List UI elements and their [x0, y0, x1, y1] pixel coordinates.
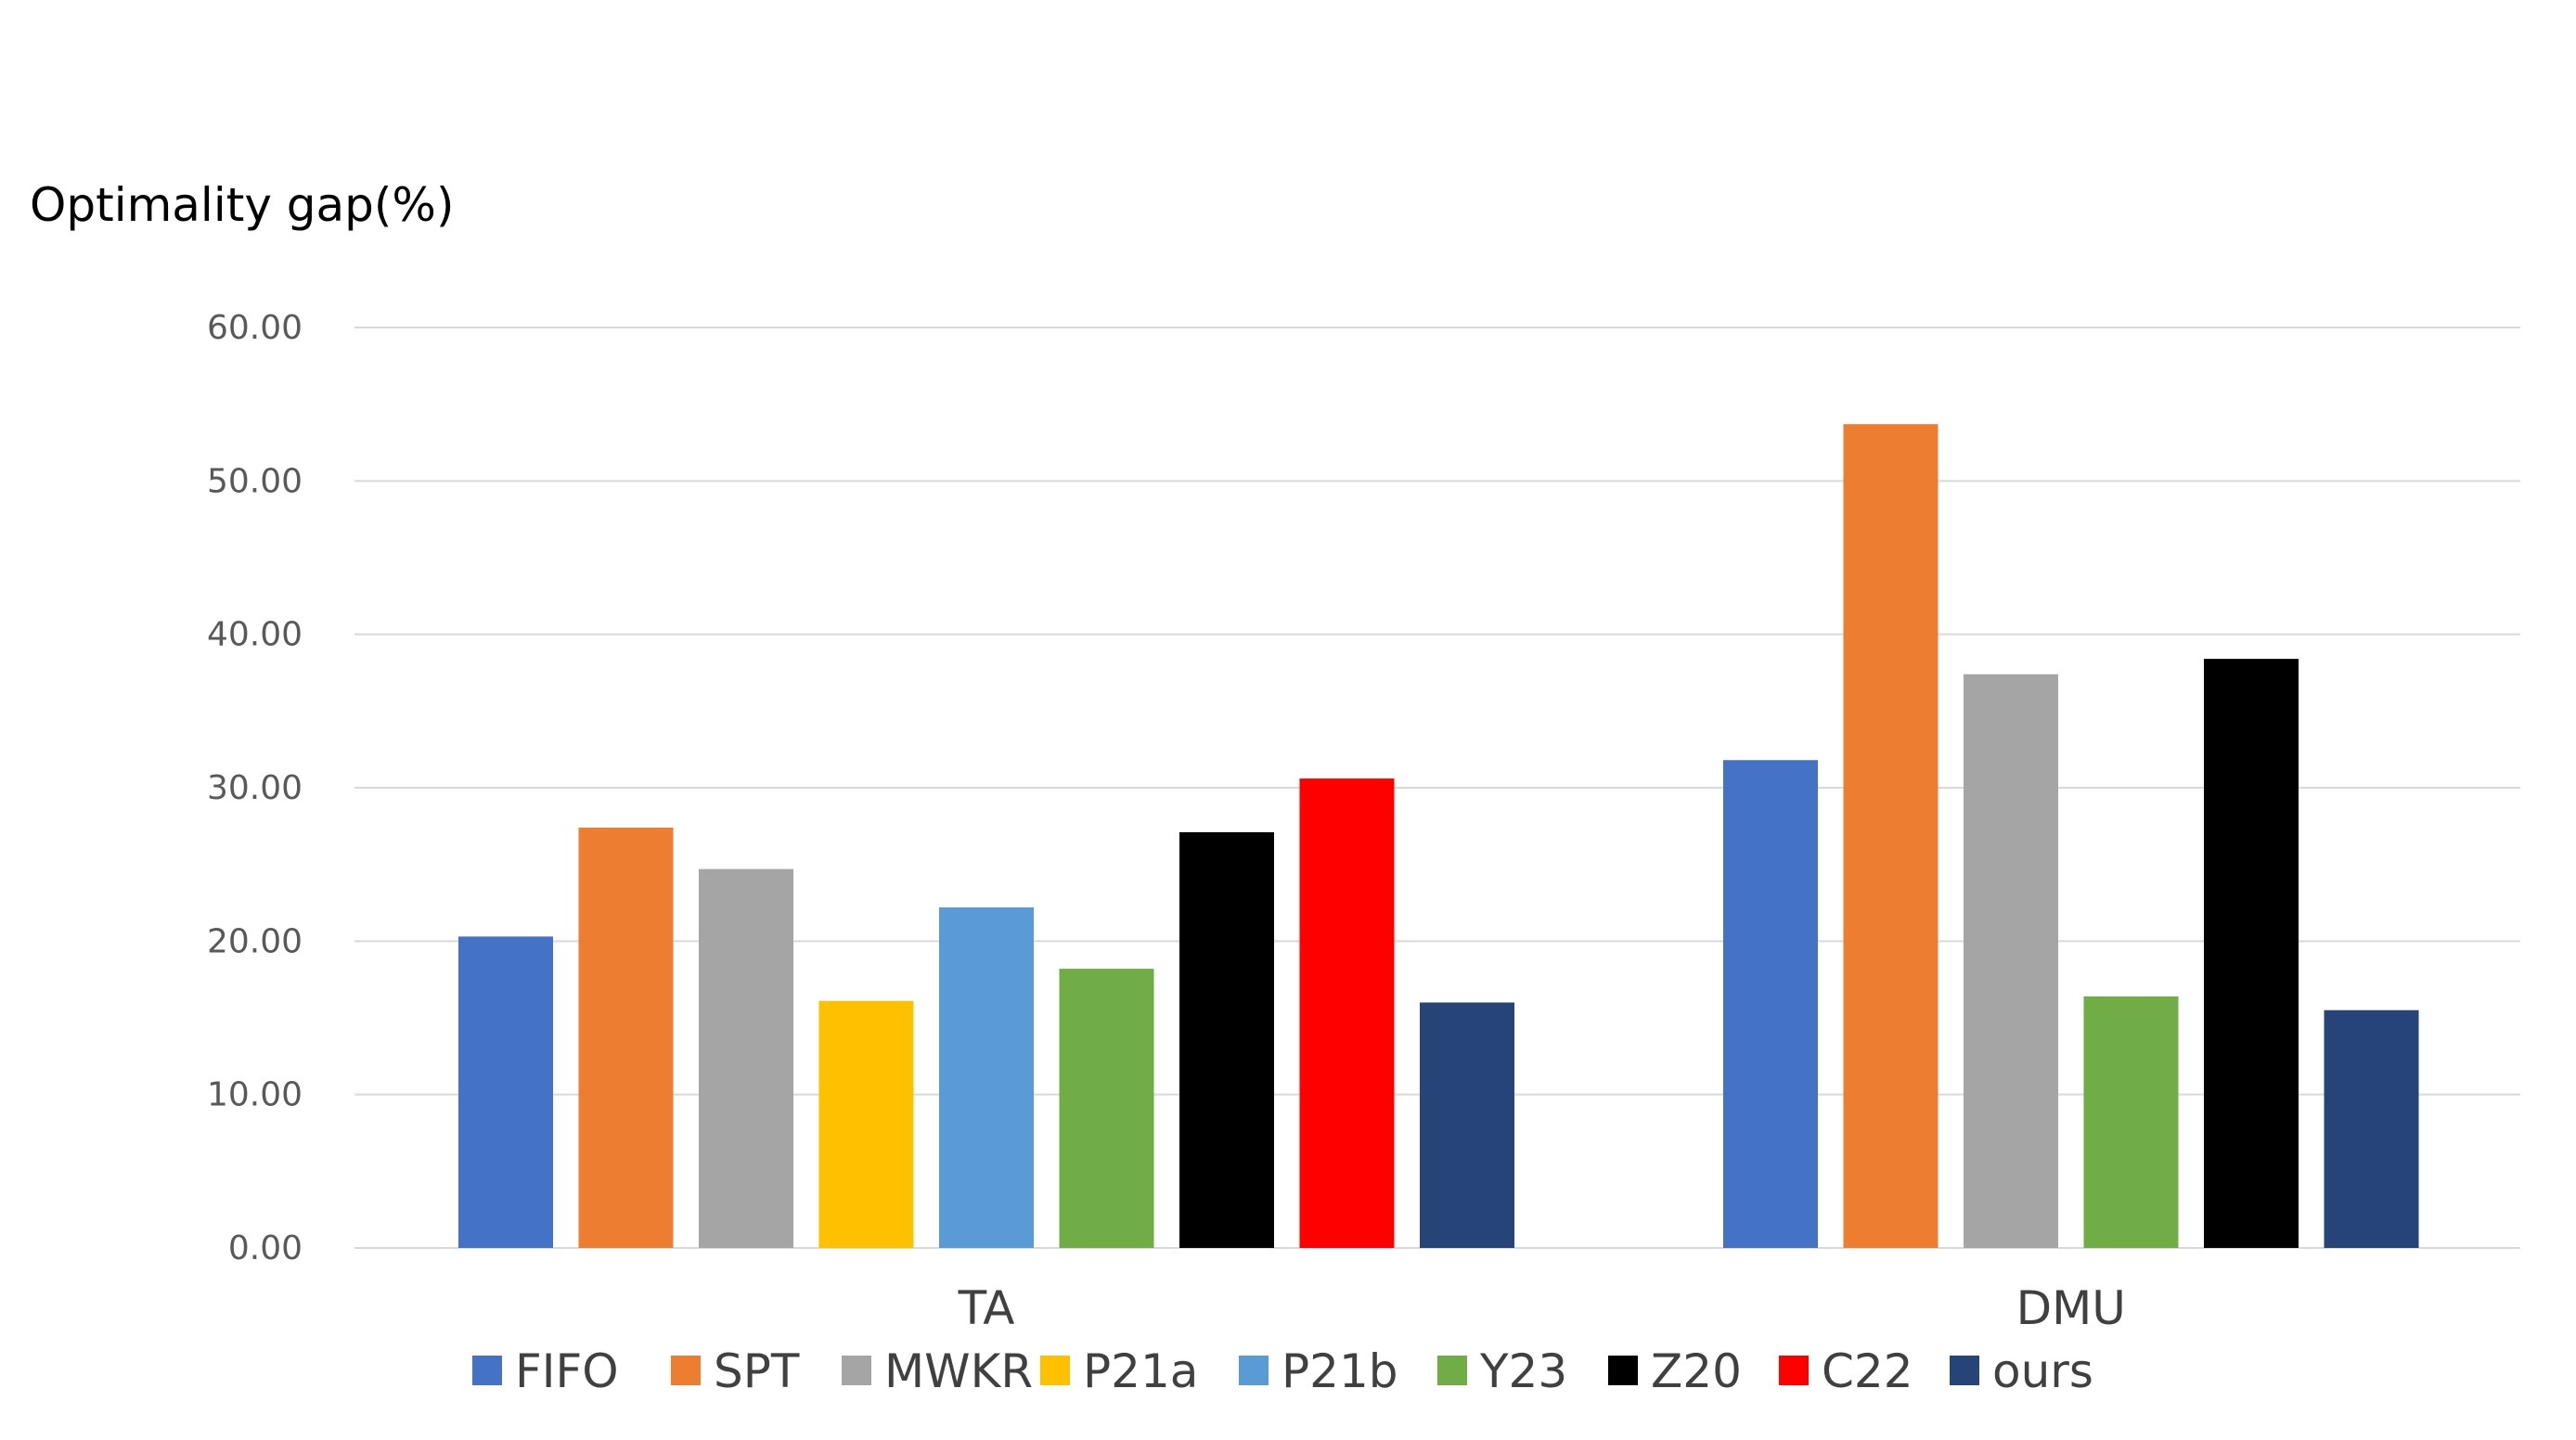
bar-spt-dmu	[1843, 424, 1938, 1248]
legend-item-z20: Z20	[1608, 1344, 1742, 1398]
y-tick-label: 30.00	[207, 769, 303, 807]
legend-swatch	[1779, 1356, 1809, 1385]
y-tick-label: 10.00	[207, 1076, 303, 1114]
bar-y23-dmu	[2083, 996, 2179, 1248]
y-tick-labels: 0.00 10.00 20.00 30.00 40.00 50.00 60.00	[207, 309, 303, 1267]
y-tick-label: 40.00	[207, 616, 303, 654]
legend-item-fifo: FIFO	[472, 1344, 619, 1398]
y-tick-label: 60.00	[207, 309, 303, 347]
bar-ours-dmu	[2324, 1009, 2419, 1248]
legend-label: Z20	[1651, 1344, 1742, 1398]
legend-swatch	[842, 1356, 871, 1385]
legend-label: MWKR	[884, 1344, 1033, 1398]
legend-swatch	[1040, 1356, 1070, 1385]
bars	[458, 424, 2419, 1248]
bar-y23-ta	[1059, 969, 1154, 1248]
legend-swatch	[1437, 1356, 1467, 1385]
bar-c22-ta	[1299, 778, 1395, 1248]
bar-mwkr-ta	[699, 868, 793, 1248]
bar-z20-ta	[1179, 831, 1274, 1248]
legend-item-mwkr: MWKR	[842, 1344, 1033, 1398]
legend-label: C22	[1822, 1344, 1913, 1398]
bar-mwkr-dmu	[1964, 674, 2058, 1248]
y-tick-label: 0.00	[228, 1229, 303, 1267]
legend-label: Y23	[1479, 1344, 1567, 1398]
legend: FIFO SPT MWKR P21a P21b Y23 Z20 C22 ours	[472, 1344, 2093, 1398]
legend-swatch	[671, 1356, 701, 1385]
legend-swatch	[472, 1356, 502, 1385]
legend-label: ours	[1992, 1344, 2093, 1398]
bar-p21b-ta	[939, 906, 1034, 1248]
bar-ours-ta	[1420, 1002, 1514, 1248]
legend-item-p21b: P21b	[1239, 1344, 1398, 1398]
legend-label: FIFO	[515, 1344, 619, 1398]
legend-item-spt: SPT	[671, 1344, 800, 1398]
legend-swatch	[1239, 1356, 1269, 1385]
y-tick-label: 20.00	[207, 922, 303, 960]
category-label: TA	[958, 1281, 1015, 1335]
legend-label: P21a	[1083, 1344, 1198, 1398]
legend-swatch	[1608, 1356, 1638, 1385]
y-axis-label: Optimality gap(%)	[30, 178, 454, 232]
category-label: DMU	[2016, 1281, 2126, 1335]
bar-z20-dmu	[2204, 659, 2299, 1248]
legend-label: P21b	[1282, 1344, 1398, 1398]
bar-fifo-ta	[458, 936, 553, 1248]
legend-item-ours: ours	[1950, 1344, 2093, 1398]
legend-item-p21a: P21a	[1040, 1344, 1198, 1398]
legend-label: SPT	[714, 1344, 800, 1398]
legend-item-y23: Y23	[1437, 1344, 1567, 1398]
category-labels: TA DMU	[958, 1281, 2126, 1335]
y-tick-label: 50.00	[207, 462, 303, 500]
bar-p21a-ta	[818, 1000, 914, 1248]
legend-item-c22: C22	[1779, 1344, 1913, 1398]
bar-fifo-dmu	[1723, 760, 1818, 1248]
legend-swatch	[1950, 1356, 1979, 1385]
bar-spt-ta	[578, 827, 674, 1248]
